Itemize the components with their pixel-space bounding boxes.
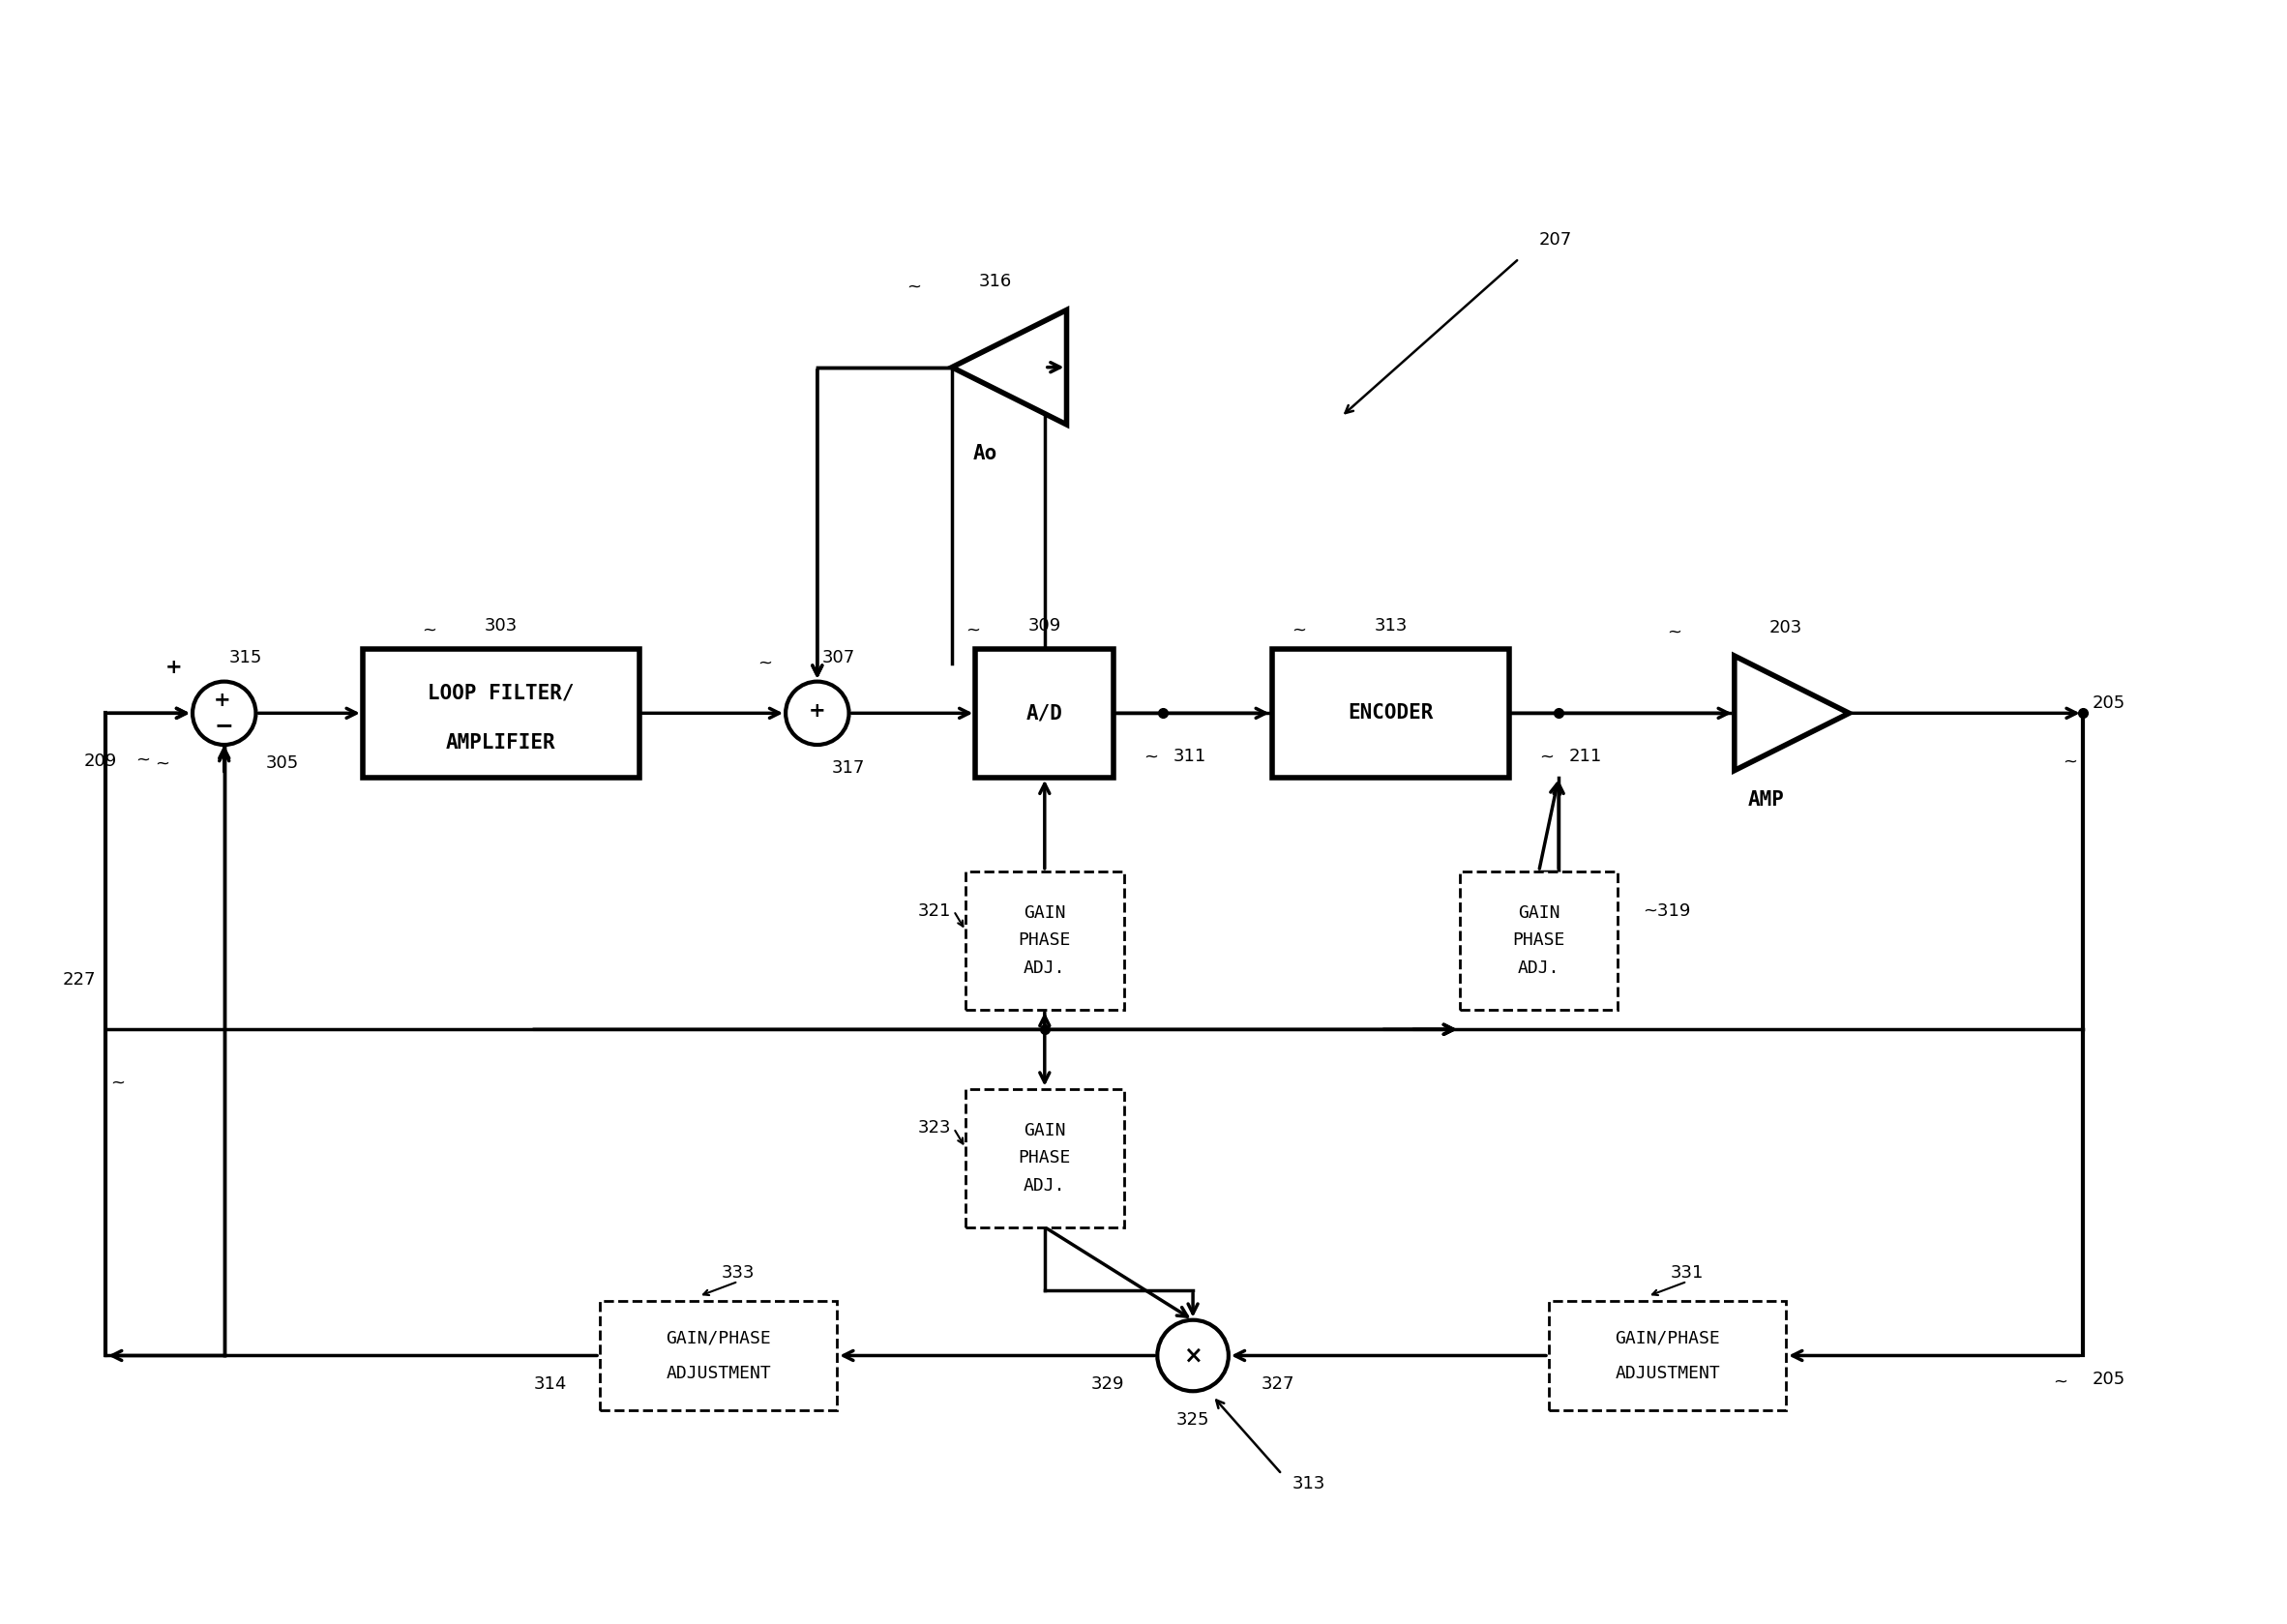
Text: PHASE: PHASE (1018, 1150, 1070, 1166)
Text: ADJUSTMENT: ADJUSTMENT (666, 1364, 771, 1382)
Text: 316: 316 (979, 273, 1011, 291)
Bar (364, 650, 640, 778)
Text: 313: 313 (1374, 617, 1407, 633)
Text: ~: ~ (156, 755, 169, 771)
Text: 327: 327 (1260, 1376, 1294, 1393)
Bar (599, 1301, 837, 1410)
Text: ~319: ~319 (1642, 901, 1690, 919)
Text: 317: 317 (832, 760, 864, 776)
Text: −: − (215, 715, 233, 737)
Text: 211: 211 (1569, 747, 1601, 765)
Text: 227: 227 (62, 971, 96, 989)
Text: ~: ~ (965, 622, 981, 640)
Text: GAIN/PHASE: GAIN/PHASE (666, 1328, 771, 1346)
Text: 305: 305 (265, 755, 300, 771)
Text: 207: 207 (1539, 231, 1571, 248)
Text: 333: 333 (720, 1263, 755, 1281)
Text: ×: × (1182, 1345, 1203, 1367)
Text: ADJUSTMENT: ADJUSTMENT (1615, 1364, 1720, 1382)
Text: ~: ~ (1144, 747, 1157, 765)
Text: ~: ~ (1292, 622, 1306, 640)
Bar (1272, 650, 1509, 778)
Text: GAIN: GAIN (1025, 905, 1066, 921)
Text: ~: ~ (757, 654, 773, 672)
Text: AMP: AMP (1747, 791, 1784, 810)
Text: 205: 205 (2093, 695, 2125, 711)
Text: 331: 331 (1670, 1263, 1704, 1281)
Text: A/D: A/D (1027, 703, 1063, 723)
Text: 323: 323 (917, 1119, 951, 1137)
Text: 321: 321 (917, 901, 951, 919)
Text: ~: ~ (110, 1073, 126, 1091)
Text: ~: ~ (2063, 752, 2077, 770)
Text: GAIN: GAIN (1519, 905, 1560, 921)
Bar (965, 1088, 1123, 1228)
Text: +: + (213, 690, 231, 710)
Text: ~: ~ (1539, 747, 1553, 765)
Text: ~: ~ (2054, 1374, 2067, 1390)
Text: 209: 209 (85, 752, 117, 770)
Text: 203: 203 (1770, 619, 1802, 637)
Text: 311: 311 (1173, 747, 1205, 765)
Text: ~: ~ (1667, 624, 1681, 641)
Polygon shape (951, 310, 1066, 424)
Bar (965, 872, 1123, 1010)
Text: ADJ.: ADJ. (1025, 960, 1066, 978)
Text: ENCODER: ENCODER (1347, 703, 1434, 723)
Text: LOOP FILTER/: LOOP FILTER/ (428, 684, 574, 703)
Text: ~: ~ (421, 622, 437, 640)
Circle shape (192, 682, 256, 745)
Text: GAIN/PHASE: GAIN/PHASE (1615, 1328, 1720, 1346)
Text: 313: 313 (1292, 1475, 1324, 1492)
Text: ~: ~ (135, 750, 149, 768)
Text: Ao: Ao (974, 445, 997, 464)
Text: +: + (810, 702, 826, 721)
Circle shape (787, 682, 848, 745)
Text: PHASE: PHASE (1018, 932, 1070, 948)
Bar (1459, 872, 1617, 1010)
Text: 314: 314 (533, 1376, 567, 1393)
Text: 205: 205 (2093, 1371, 2125, 1389)
Text: GAIN: GAIN (1025, 1122, 1066, 1138)
Text: 307: 307 (823, 650, 855, 667)
Circle shape (1157, 1320, 1228, 1392)
Text: 329: 329 (1091, 1376, 1125, 1393)
Text: AMPLIFIER: AMPLIFIER (446, 732, 556, 752)
Text: 309: 309 (1029, 617, 1061, 633)
Polygon shape (1734, 656, 1850, 770)
Bar (1548, 1301, 1786, 1410)
Bar (977, 650, 1114, 778)
Text: PHASE: PHASE (1512, 932, 1564, 948)
Text: ~: ~ (906, 278, 922, 296)
Text: 303: 303 (485, 617, 517, 633)
Text: ADJ.: ADJ. (1025, 1177, 1066, 1194)
Text: 325: 325 (1176, 1411, 1210, 1429)
Text: +: + (165, 658, 183, 677)
Text: ADJ.: ADJ. (1519, 960, 1560, 978)
Text: 315: 315 (229, 650, 263, 667)
